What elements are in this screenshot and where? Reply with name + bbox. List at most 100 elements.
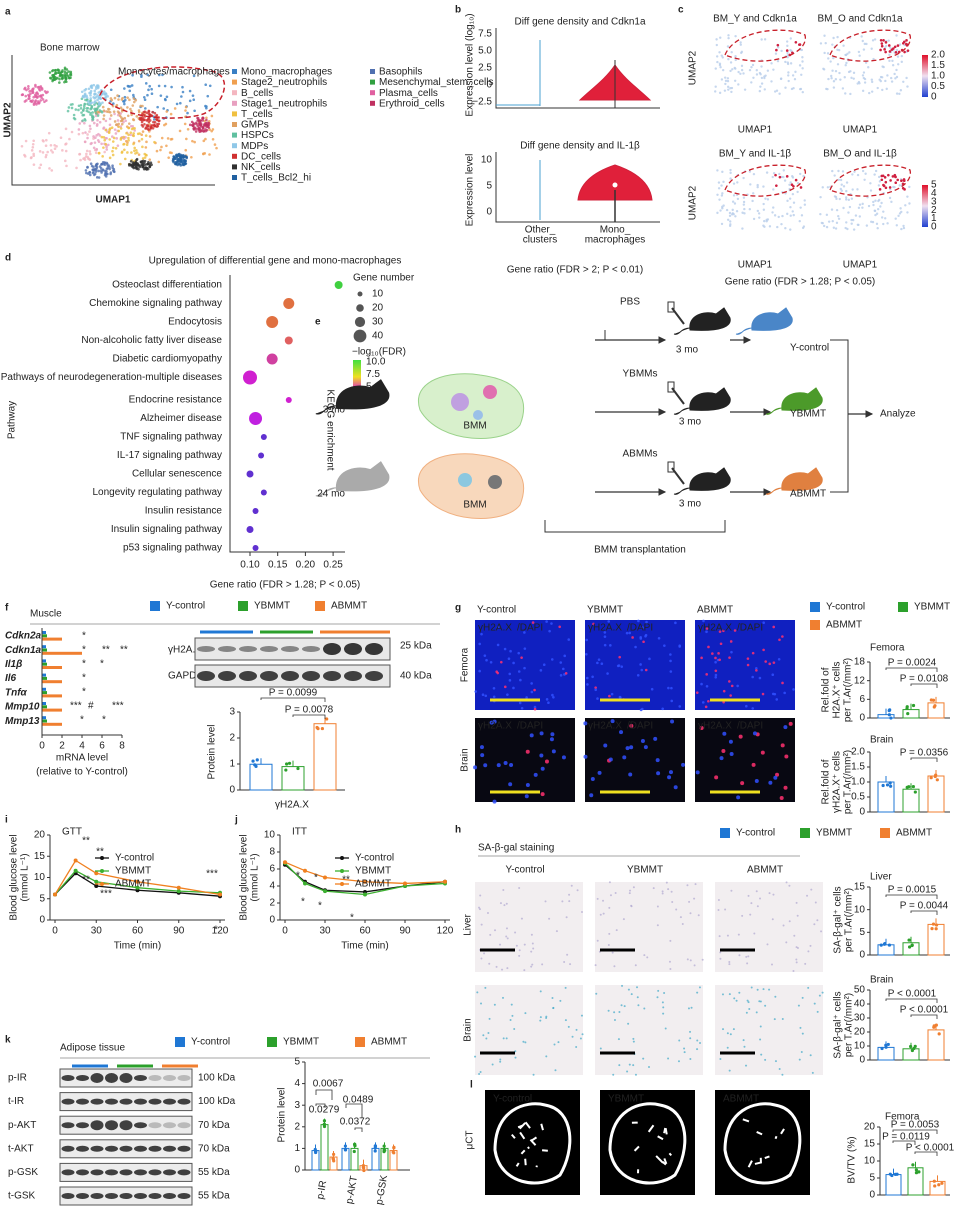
cell-point: [827, 57, 830, 60]
bracket: [910, 757, 938, 762]
stain-dot: [717, 899, 720, 902]
cell-point: [786, 51, 789, 55]
stain-dot: [799, 1026, 802, 1029]
legend-label: ABMMT: [331, 601, 367, 612]
blot-band: [177, 1075, 191, 1081]
cell-point: [819, 42, 823, 45]
nucleus: [518, 701, 522, 705]
cell-point: [102, 117, 105, 121]
nucleus: [674, 621, 677, 625]
cell-point: [32, 154, 36, 158]
cell-point: [888, 186, 892, 189]
enrichment-dot: [260, 489, 267, 496]
nucleus: [678, 645, 681, 648]
category-label: Mono_: [600, 225, 631, 236]
cell-point: [732, 194, 736, 197]
nucleus: [673, 785, 678, 790]
data-point: [361, 1165, 365, 1169]
cell-point: [59, 136, 63, 140]
curve-point: [303, 868, 307, 873]
stain-dot: [548, 917, 551, 920]
label: Protein level: [277, 1087, 288, 1142]
label: Liver: [463, 913, 474, 935]
data-point: [343, 1144, 347, 1148]
cell-point: [789, 37, 792, 40]
stain-dot: [544, 900, 547, 903]
cell-point: [845, 198, 848, 201]
cell-point: [63, 159, 67, 163]
cell-point: [848, 205, 852, 209]
nucleus: [503, 685, 507, 689]
stain-dot: [515, 944, 518, 947]
cell-point: [130, 84, 134, 87]
stain-label: /DAPI: [627, 623, 653, 634]
data-point: [893, 1172, 897, 1176]
cell-point: [96, 162, 99, 166]
cell-point: [123, 95, 127, 99]
stain-dot: [728, 960, 731, 963]
cell-point: [895, 75, 899, 79]
tick-label: −2.5: [472, 97, 492, 108]
cell-point: [39, 99, 43, 102]
label: 3 mo: [323, 405, 346, 416]
nucleus: [591, 675, 594, 679]
stain-dot: [532, 947, 535, 950]
stain-dot: [683, 1047, 686, 1050]
stain-dot: [683, 1051, 686, 1054]
blot-band: [163, 1098, 176, 1105]
cell-point: [870, 47, 873, 50]
cell-point: [93, 141, 97, 144]
nucleus: [583, 721, 588, 726]
label: 40 kDa: [400, 671, 432, 682]
cell-point: [825, 213, 829, 217]
cell-point: [748, 170, 752, 173]
cell-point: [792, 213, 795, 217]
nucleus: [650, 687, 654, 691]
cell-point: [786, 212, 789, 216]
cell-point: [786, 54, 790, 57]
cell-point: [172, 155, 176, 158]
cell-point: [99, 166, 103, 170]
cell-point: [101, 168, 105, 171]
nucleus: [552, 695, 555, 699]
cell-point: [97, 85, 100, 89]
legend-label: YBMMT: [283, 1037, 319, 1048]
label: (mmol L⁻¹): [20, 853, 31, 901]
cell-point: [185, 156, 188, 160]
cell-point: [60, 76, 64, 80]
nucleus: [559, 674, 563, 677]
cell-point: [127, 133, 130, 137]
cell-point: [718, 91, 722, 95]
cell-point: [147, 120, 151, 124]
legend-swatch: [232, 132, 237, 138]
stain-dot: [689, 959, 692, 962]
cell-point: [132, 134, 135, 138]
stain-dot: [732, 1028, 735, 1031]
nucleus: [761, 692, 765, 696]
cell-point: [781, 214, 784, 218]
nucleus: [540, 792, 545, 797]
cell-point: [729, 171, 732, 175]
legend-label: NK_cells: [241, 162, 280, 173]
label: 3 mo: [679, 417, 702, 428]
cell-point: [82, 104, 86, 108]
cell-point: [145, 153, 148, 157]
tick-label: 20: [854, 1027, 866, 1038]
micrograph: [595, 882, 703, 972]
cell-point: [156, 105, 159, 109]
bracket: [885, 998, 938, 1003]
cell-point: [181, 85, 184, 89]
cell-point: [196, 116, 200, 120]
cell-point: [721, 207, 724, 210]
stain-dot: [788, 920, 791, 923]
trabecula: [511, 1133, 516, 1139]
cell-point: [882, 65, 885, 69]
stain-dot: [643, 954, 646, 957]
blot-band: [281, 646, 299, 652]
cell-point: [904, 42, 908, 46]
tick-label: 0: [931, 92, 937, 103]
stain-dot: [564, 986, 567, 989]
cell-point: [742, 72, 745, 75]
stain-dot: [741, 914, 744, 917]
blot-band: [302, 646, 320, 652]
